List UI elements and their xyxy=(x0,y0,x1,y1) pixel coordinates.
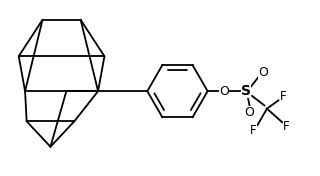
Text: S: S xyxy=(241,84,251,98)
Text: F: F xyxy=(280,90,286,103)
Text: F: F xyxy=(283,120,289,133)
Text: O: O xyxy=(244,106,254,119)
Text: O: O xyxy=(258,66,268,79)
Text: O: O xyxy=(219,85,229,98)
Text: F: F xyxy=(250,124,257,137)
